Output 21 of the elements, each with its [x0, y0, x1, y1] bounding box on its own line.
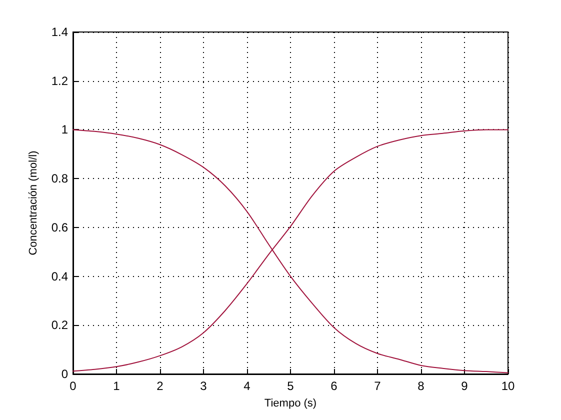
x-tick-label: 1	[113, 379, 120, 393]
x-tick-label: 5	[287, 379, 294, 393]
y-tick-label: 0.4	[51, 269, 68, 284]
y-tick-label: 0.6	[51, 220, 68, 234]
y-tick-label: 1.2	[51, 74, 68, 88]
x-tick-label: 9	[461, 379, 468, 393]
x-tick-label: 0	[70, 379, 77, 393]
y-tick-label: 0	[61, 367, 68, 381]
x-tick-label: 2	[156, 379, 164, 393]
x-tick-label: 8	[418, 379, 425, 393]
x-tick-label: 10	[501, 379, 515, 393]
x-tick-label: 6	[330, 379, 338, 393]
x-tick-label: 7	[374, 379, 382, 393]
y-axis-title: Concentración (mol/l)	[28, 150, 40, 256]
x-tick-label: 4	[244, 379, 251, 393]
y-tick-label: 0.2	[51, 318, 68, 332]
y-tick-label: 0.8	[51, 172, 68, 186]
y-tick-label: 1.4	[51, 25, 68, 39]
x-tick-label: 3	[200, 379, 208, 393]
y-tick-label: 1	[61, 122, 68, 137]
x-axis-title: Tiempo (s)	[264, 398, 317, 410]
